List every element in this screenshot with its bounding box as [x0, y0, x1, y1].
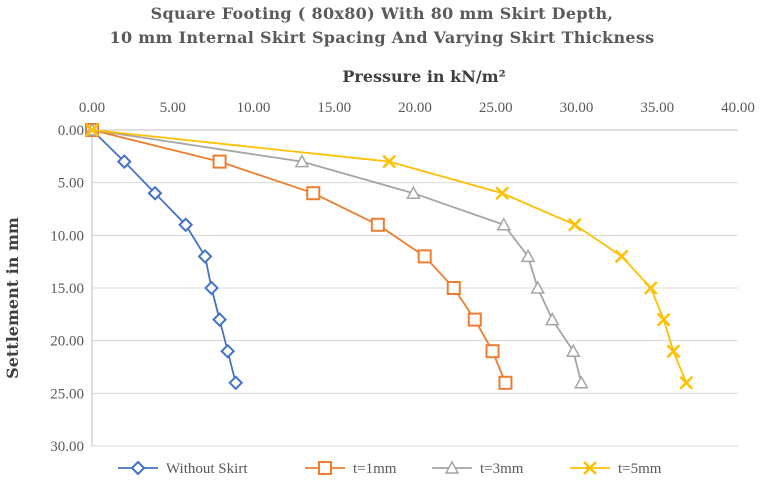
data-point-x [643, 281, 658, 295]
data-point-square [485, 344, 500, 359]
data-point-triangle [496, 217, 512, 231]
legend: Without Skirt t=1mm t=3mm t=5mm [118, 460, 662, 477]
x-tick-label: 40.00 [721, 100, 755, 116]
data-point-x [382, 154, 397, 169]
data-point-triangle [444, 460, 460, 474]
legend-entry: Without Skirt [118, 460, 248, 477]
data-point-triangle [530, 280, 546, 294]
data-point-diamond [220, 343, 236, 359]
y-tick-label: 0.00 [58, 123, 84, 139]
data-point-square [498, 375, 513, 390]
data-point-triangle [574, 375, 589, 389]
y-axis-label: Settlement in mm [3, 217, 22, 379]
y-tick-label: 5.00 [58, 176, 84, 192]
legend-entry: t=3mm [432, 460, 524, 477]
y-tick-label: 10.00 [50, 228, 84, 244]
series-line [91, 129, 583, 384]
legend-label: t=5mm [618, 461, 662, 477]
data-point-x [656, 312, 671, 327]
data-point-diamond [147, 185, 163, 201]
x-tick-label: 10.00 [237, 100, 271, 116]
data-point-x [568, 217, 582, 232]
series-line [91, 129, 688, 384]
data-point-diamond [228, 375, 244, 391]
data-point-square [417, 249, 432, 264]
data-point-square [467, 312, 482, 327]
data-point-diamond [116, 154, 132, 170]
y-tick-labels: 0.00 5.00 10.00 15.00 20.00 25.00 30.00 [50, 123, 84, 455]
y-tick-label: 30.00 [50, 439, 84, 455]
legend-label: t=3mm [480, 461, 524, 477]
data-point-square [370, 217, 385, 232]
data-point-x [614, 249, 629, 264]
data-point-square [212, 154, 227, 169]
x-tick-label: 25.00 [479, 100, 513, 116]
data-point-triangle [520, 248, 536, 263]
data-point-x [85, 123, 99, 137]
data-point-x [583, 461, 597, 475]
data-point-square [318, 461, 332, 475]
chart-subtitle: 10 mm Internal Skirt Spacing And Varying… [109, 28, 655, 47]
x-tick-label: 5.00 [160, 100, 186, 116]
legend-entry: t=1mm [305, 461, 397, 477]
series-2 [84, 122, 589, 389]
x-tick-label: 0.00 [79, 100, 105, 116]
legend-entry: t=5mm [570, 461, 662, 477]
data-point-square [446, 281, 461, 295]
data-point-triangle [545, 312, 560, 326]
x-tick-label: 30.00 [560, 100, 594, 116]
x-tick-label: 35.00 [640, 100, 674, 116]
y-tick-label: 25.00 [50, 386, 84, 402]
x-tick-label: 20.00 [398, 100, 432, 116]
data-point-triangle [406, 185, 421, 199]
legend-label: t=1mm [353, 461, 397, 477]
data-point-diamond [197, 248, 213, 264]
data-point-square [306, 186, 321, 201]
x-tick-labels: 0.00 5.00 10.00 15.00 20.00 25.00 30.00 35.00 40… [79, 100, 755, 116]
legend-label: Without Skirt [166, 461, 248, 477]
gridlines [91, 129, 738, 447]
data-point-diamond [178, 217, 194, 233]
y-tick-label: 15.00 [50, 281, 84, 297]
data-point-x [679, 375, 694, 390]
series-3 [85, 123, 694, 390]
data-point-diamond [212, 312, 227, 328]
data-point-x [495, 186, 510, 201]
series-group [84, 122, 694, 391]
x-tick-label: 15.00 [317, 100, 351, 116]
chart-title: Square Footing ( 80x80) With 80 mm Skirt… [150, 4, 614, 23]
y-tick-label: 20.00 [50, 334, 84, 350]
data-point-x [666, 344, 681, 359]
data-point-diamond [130, 460, 146, 476]
series-line [91, 129, 507, 384]
x-axis-label: Pressure in kN/m² [342, 67, 505, 86]
data-point-diamond [204, 280, 219, 296]
data-point-triangle [566, 343, 581, 357]
data-point-triangle [294, 154, 310, 168]
